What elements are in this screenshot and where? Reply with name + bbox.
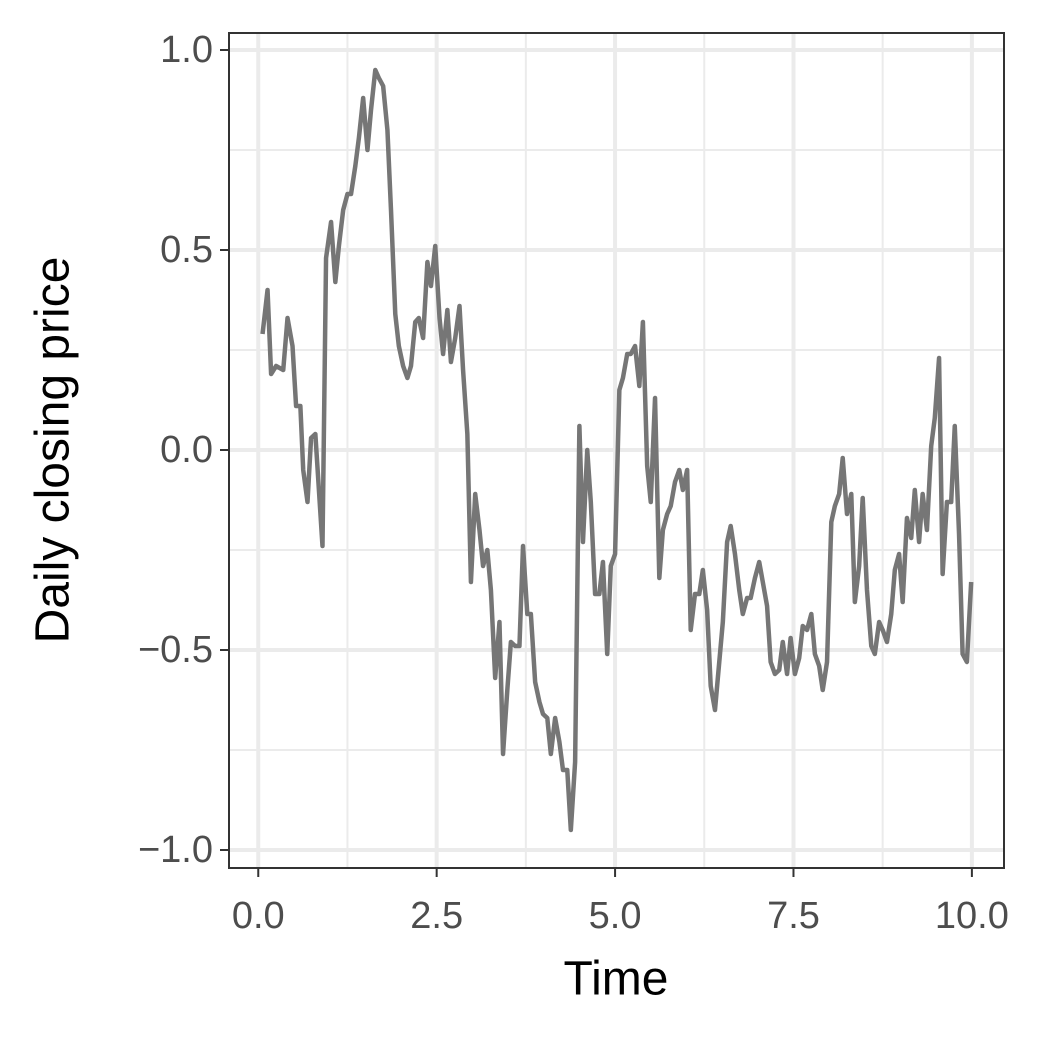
x-tick-label: 0.0	[232, 895, 285, 937]
y-axis-title: Daily closing price	[27, 257, 80, 644]
data-layer	[260, 67, 974, 833]
axes-layer: 0.0 2.5 5.0 7.5 10.0 −1.0 −0.5 0.0 0.5 1.0	[138, 29, 1009, 937]
x-tick-label: 2.5	[410, 895, 463, 937]
y-tick-label: 0.5	[160, 229, 213, 271]
y-tick-label: −0.5	[138, 629, 213, 671]
y-tick-label: 0.0	[160, 429, 213, 471]
x-tick-label: 10.0	[935, 895, 1009, 937]
grid-layer	[229, 33, 1004, 868]
x-tick-label: 7.5	[767, 895, 820, 937]
x-tick-label: 5.0	[589, 895, 642, 937]
y-tick-label: 1.0	[160, 29, 213, 71]
y-tick-label: −1.0	[138, 829, 213, 871]
x-axis-title: Time	[564, 953, 669, 1006]
price-line	[260, 67, 974, 833]
